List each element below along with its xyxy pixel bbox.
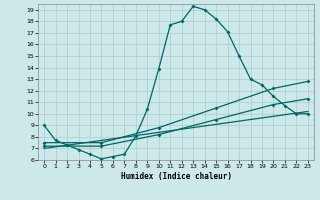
X-axis label: Humidex (Indice chaleur): Humidex (Indice chaleur) — [121, 172, 231, 181]
